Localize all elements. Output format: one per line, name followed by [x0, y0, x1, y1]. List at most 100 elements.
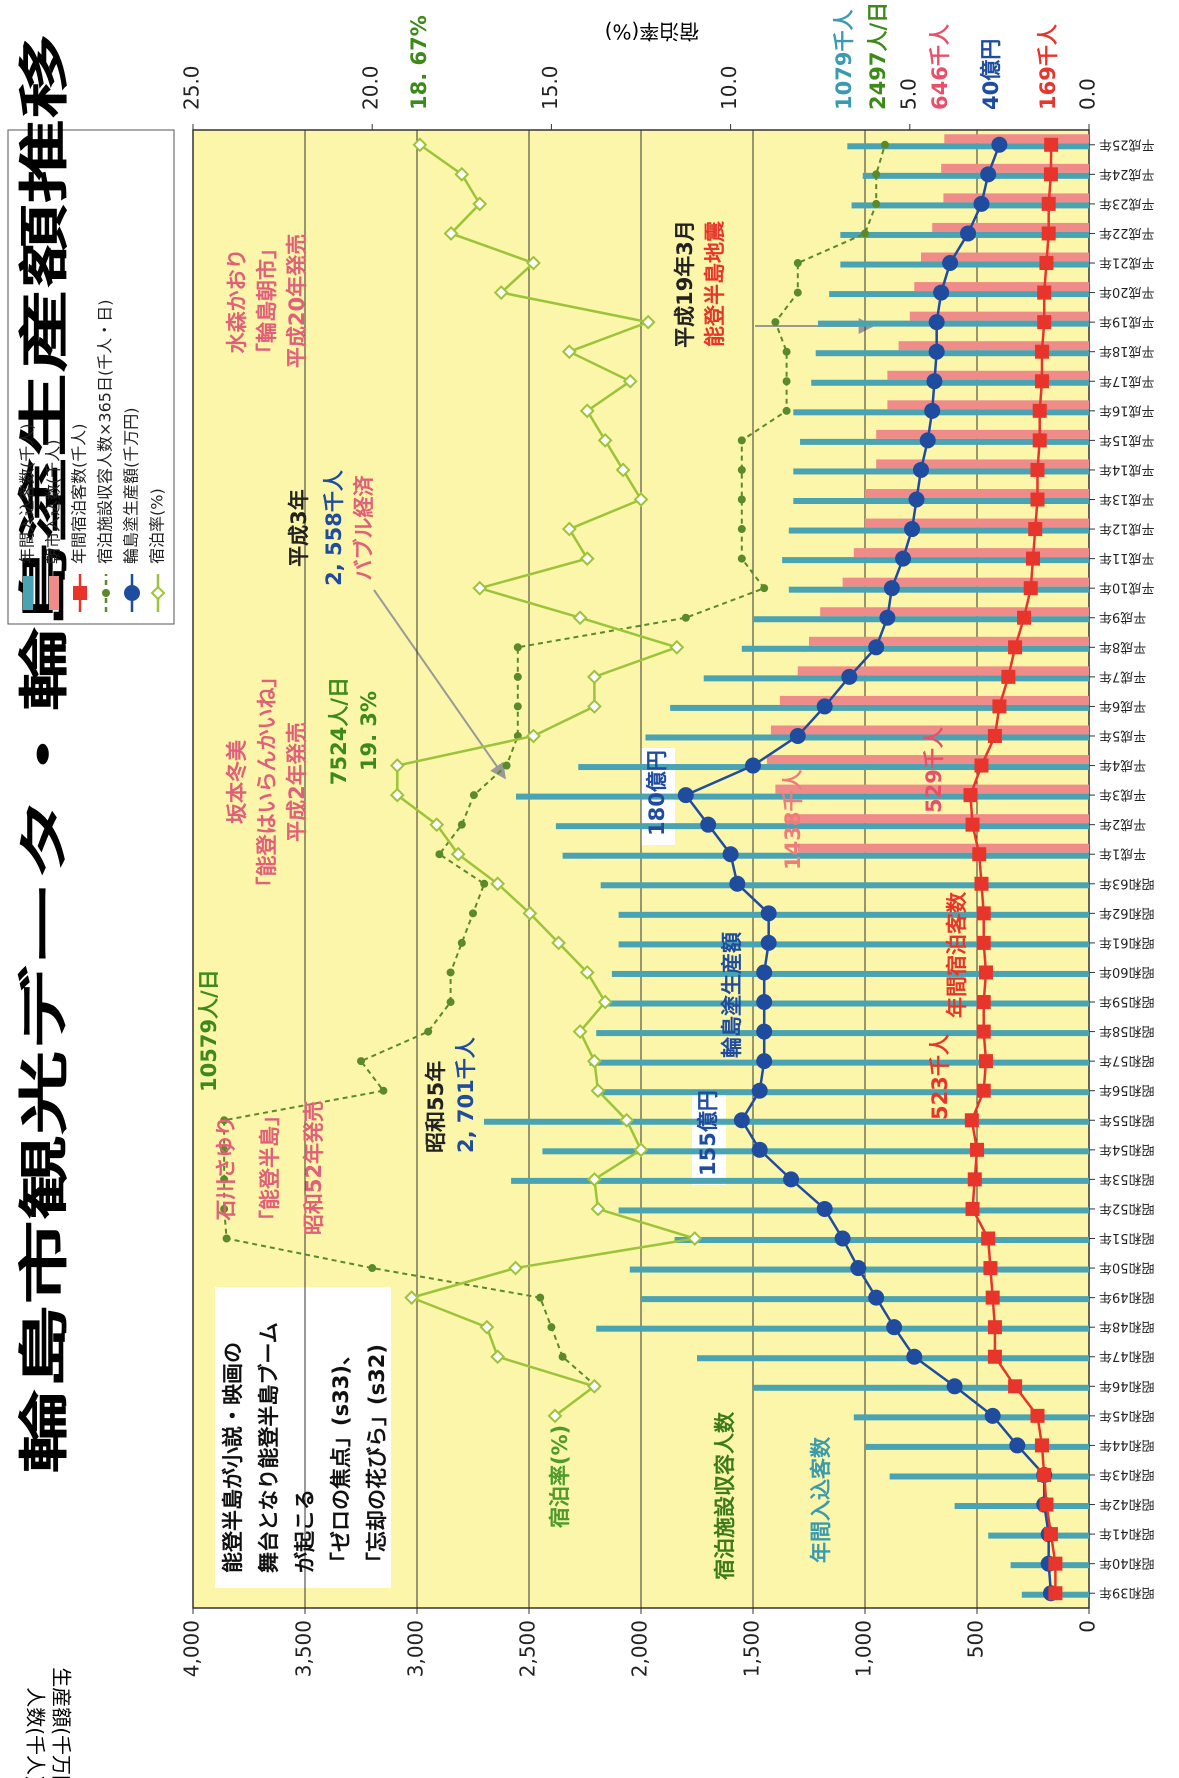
x-tick-label: 平成11年 [1099, 550, 1155, 565]
marker [479, 1319, 495, 1335]
marker [615, 462, 631, 478]
marker [967, 1172, 982, 1187]
bar [674, 1237, 1089, 1243]
annotation: 2, 701千人 [454, 1037, 478, 1153]
legend-box [7, 129, 175, 625]
annotation: 年間宿泊客数 [945, 891, 969, 1018]
y-axis-title: 生産額(千万円) [50, 1667, 74, 1778]
bar [932, 222, 1090, 232]
marker [771, 318, 780, 327]
x-tick-label: 昭和46年 [1099, 1378, 1155, 1393]
bar [840, 261, 1089, 268]
marker [508, 1260, 523, 1276]
x-tick-label: 昭和48年 [1099, 1319, 1155, 1334]
bar [797, 843, 1089, 853]
x-tick-label: 昭和49年 [1099, 1289, 1155, 1304]
marker [124, 585, 140, 601]
annotation: 2, 558千人 [322, 470, 346, 586]
marker [983, 1261, 998, 1276]
marker [913, 461, 929, 478]
marker [150, 585, 166, 601]
x-tick-label: 昭和41年 [1099, 1526, 1155, 1541]
x-tick-label: 平成14年 [1099, 461, 1155, 476]
marker [895, 550, 912, 567]
marker [633, 1142, 649, 1158]
marker [834, 1230, 851, 1247]
marker [1009, 1437, 1026, 1454]
marker [737, 554, 746, 563]
bar [555, 823, 1089, 830]
bar [876, 429, 1090, 439]
bar [793, 468, 1089, 475]
marker [357, 1057, 365, 1066]
annotation: 宿泊施設収容人数 [713, 1411, 737, 1580]
marker [793, 259, 802, 268]
bar [847, 143, 1090, 150]
y-tick-label: 3,000 [404, 1620, 428, 1677]
marker [404, 1290, 420, 1306]
marker [469, 909, 477, 918]
marker [1001, 669, 1016, 684]
marker [965, 817, 980, 832]
marker [700, 816, 717, 833]
annotation: 523千人 [928, 1034, 952, 1120]
marker [1048, 1556, 1063, 1571]
bar [542, 1148, 1089, 1155]
marker [760, 934, 777, 951]
x-tick-label: 昭和47年 [1099, 1348, 1155, 1363]
marker [579, 403, 595, 419]
marker [751, 1082, 768, 1099]
annotation: 平成19年3月 [673, 220, 697, 348]
marker [908, 491, 925, 508]
marker [729, 875, 746, 892]
marker [816, 698, 833, 715]
marker [987, 1349, 1002, 1364]
x-tick-label: 昭和53年 [1099, 1171, 1155, 1186]
bar [607, 1000, 1090, 1007]
bar [815, 350, 1089, 357]
x-tick-label: 昭和61年 [1099, 934, 1155, 949]
bar [786, 814, 1089, 824]
marker [220, 1116, 229, 1125]
marker [756, 964, 773, 981]
marker [1041, 196, 1056, 211]
bar [811, 379, 1089, 386]
bar [741, 645, 1089, 652]
marker [572, 610, 588, 626]
marker [561, 521, 577, 537]
annotation: 能登半島が小説・映画の [221, 1342, 245, 1573]
bar [611, 970, 1089, 977]
bar [898, 341, 1089, 351]
marker [984, 1407, 1001, 1424]
marker [586, 699, 602, 714]
bar [887, 370, 1090, 380]
annotation: 529千人 [922, 727, 946, 813]
marker [737, 495, 746, 504]
bar [853, 1414, 1089, 1421]
legend-swatch [49, 576, 59, 610]
bar [697, 1355, 1089, 1362]
x-tick-label: 昭和43年 [1099, 1466, 1155, 1481]
marker [446, 998, 455, 1007]
y2-tick-label: 20.0 [359, 65, 383, 110]
annotation: 1438千人 [781, 770, 805, 870]
y2-tick-label: 5.0 [896, 78, 920, 110]
marker [751, 1141, 768, 1158]
marker [1034, 374, 1049, 389]
bar [516, 793, 1089, 800]
bar [800, 438, 1089, 445]
marker [526, 255, 541, 271]
y2-tick-label: 15.0 [538, 65, 562, 110]
x-tick-label: 平成21年 [1099, 255, 1155, 270]
marker [1043, 167, 1058, 182]
x-tick-label: 昭和50年 [1099, 1260, 1155, 1275]
bar [600, 882, 1089, 889]
marker [904, 521, 921, 538]
marker [919, 432, 936, 449]
marker [536, 1293, 545, 1302]
marker [220, 1175, 229, 1184]
x-tick-label: 昭和51年 [1099, 1230, 1155, 1245]
marker [220, 1145, 229, 1154]
marker [946, 1378, 963, 1395]
